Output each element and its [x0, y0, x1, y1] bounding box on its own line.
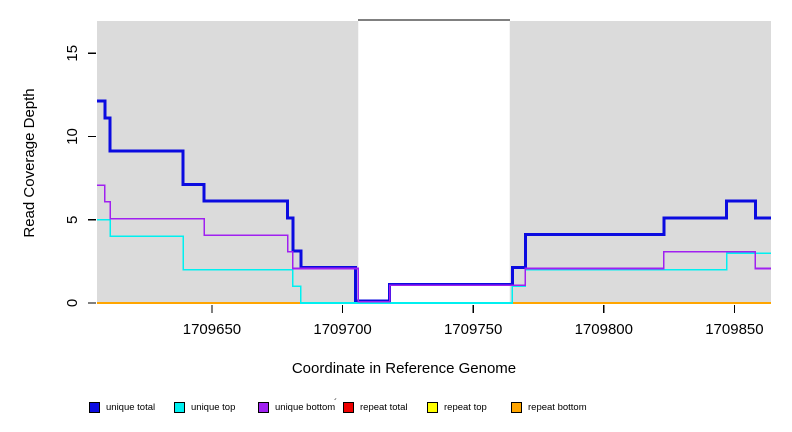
x-tick-label: 1709750	[444, 321, 502, 338]
axes: 1709650 1709700 1709750 1709800 1709850 0 5 10 1…	[64, 45, 764, 338]
x-tick-label: 1709850	[705, 321, 763, 338]
y-tick-label: 0	[64, 299, 81, 307]
y-axis-title: Read Coverage Depth	[21, 88, 38, 237]
x-axis-title: Coordinate in Reference Genome	[292, 360, 516, 377]
y-tick-label: 10	[64, 128, 81, 145]
series-line-unique-top	[97, 219, 771, 304]
y-tick-label: 15	[64, 45, 81, 62]
plot-panel	[97, 19, 771, 304]
x-tick-label: 1709800	[575, 321, 633, 338]
series-line-unique-bottom	[97, 184, 771, 303]
x-tick-label: 1709700	[313, 321, 371, 338]
unmapped-gap-region	[358, 21, 510, 304]
y-tick-label: 5	[64, 216, 81, 224]
x-tick-label: 1709650	[183, 321, 241, 338]
coverage-series-lines	[97, 99, 771, 304]
